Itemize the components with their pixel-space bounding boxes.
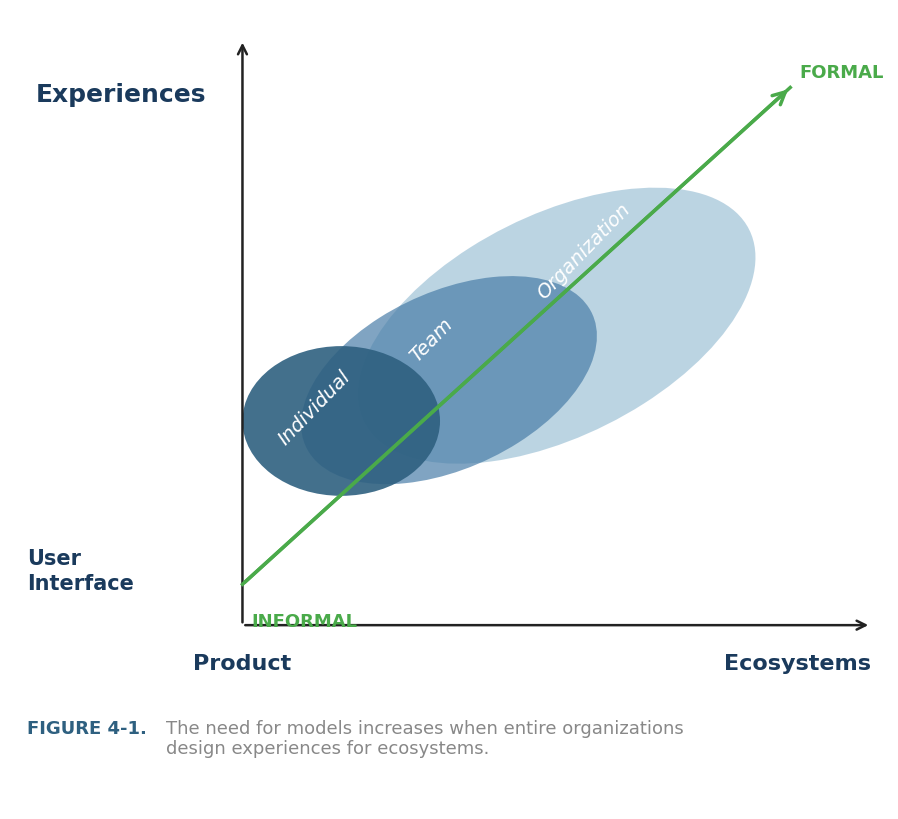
Text: INFORMAL: INFORMAL xyxy=(251,612,357,630)
Text: FIGURE 4-1.: FIGURE 4-1. xyxy=(27,719,146,737)
Text: Ecosystems: Ecosystems xyxy=(724,653,871,673)
Text: The need for models increases when entire organizations
design experiences for e: The need for models increases when entir… xyxy=(166,719,684,758)
Text: User
Interface: User Interface xyxy=(27,549,134,594)
Ellipse shape xyxy=(358,188,755,464)
Text: FORMAL: FORMAL xyxy=(799,64,884,82)
Text: Experiences: Experiences xyxy=(36,84,207,107)
Text: Product: Product xyxy=(193,653,292,673)
Text: Organization: Organization xyxy=(533,200,634,303)
Ellipse shape xyxy=(242,346,440,496)
Ellipse shape xyxy=(301,277,597,485)
Text: Team: Team xyxy=(406,314,456,365)
Text: Individual: Individual xyxy=(275,367,354,449)
